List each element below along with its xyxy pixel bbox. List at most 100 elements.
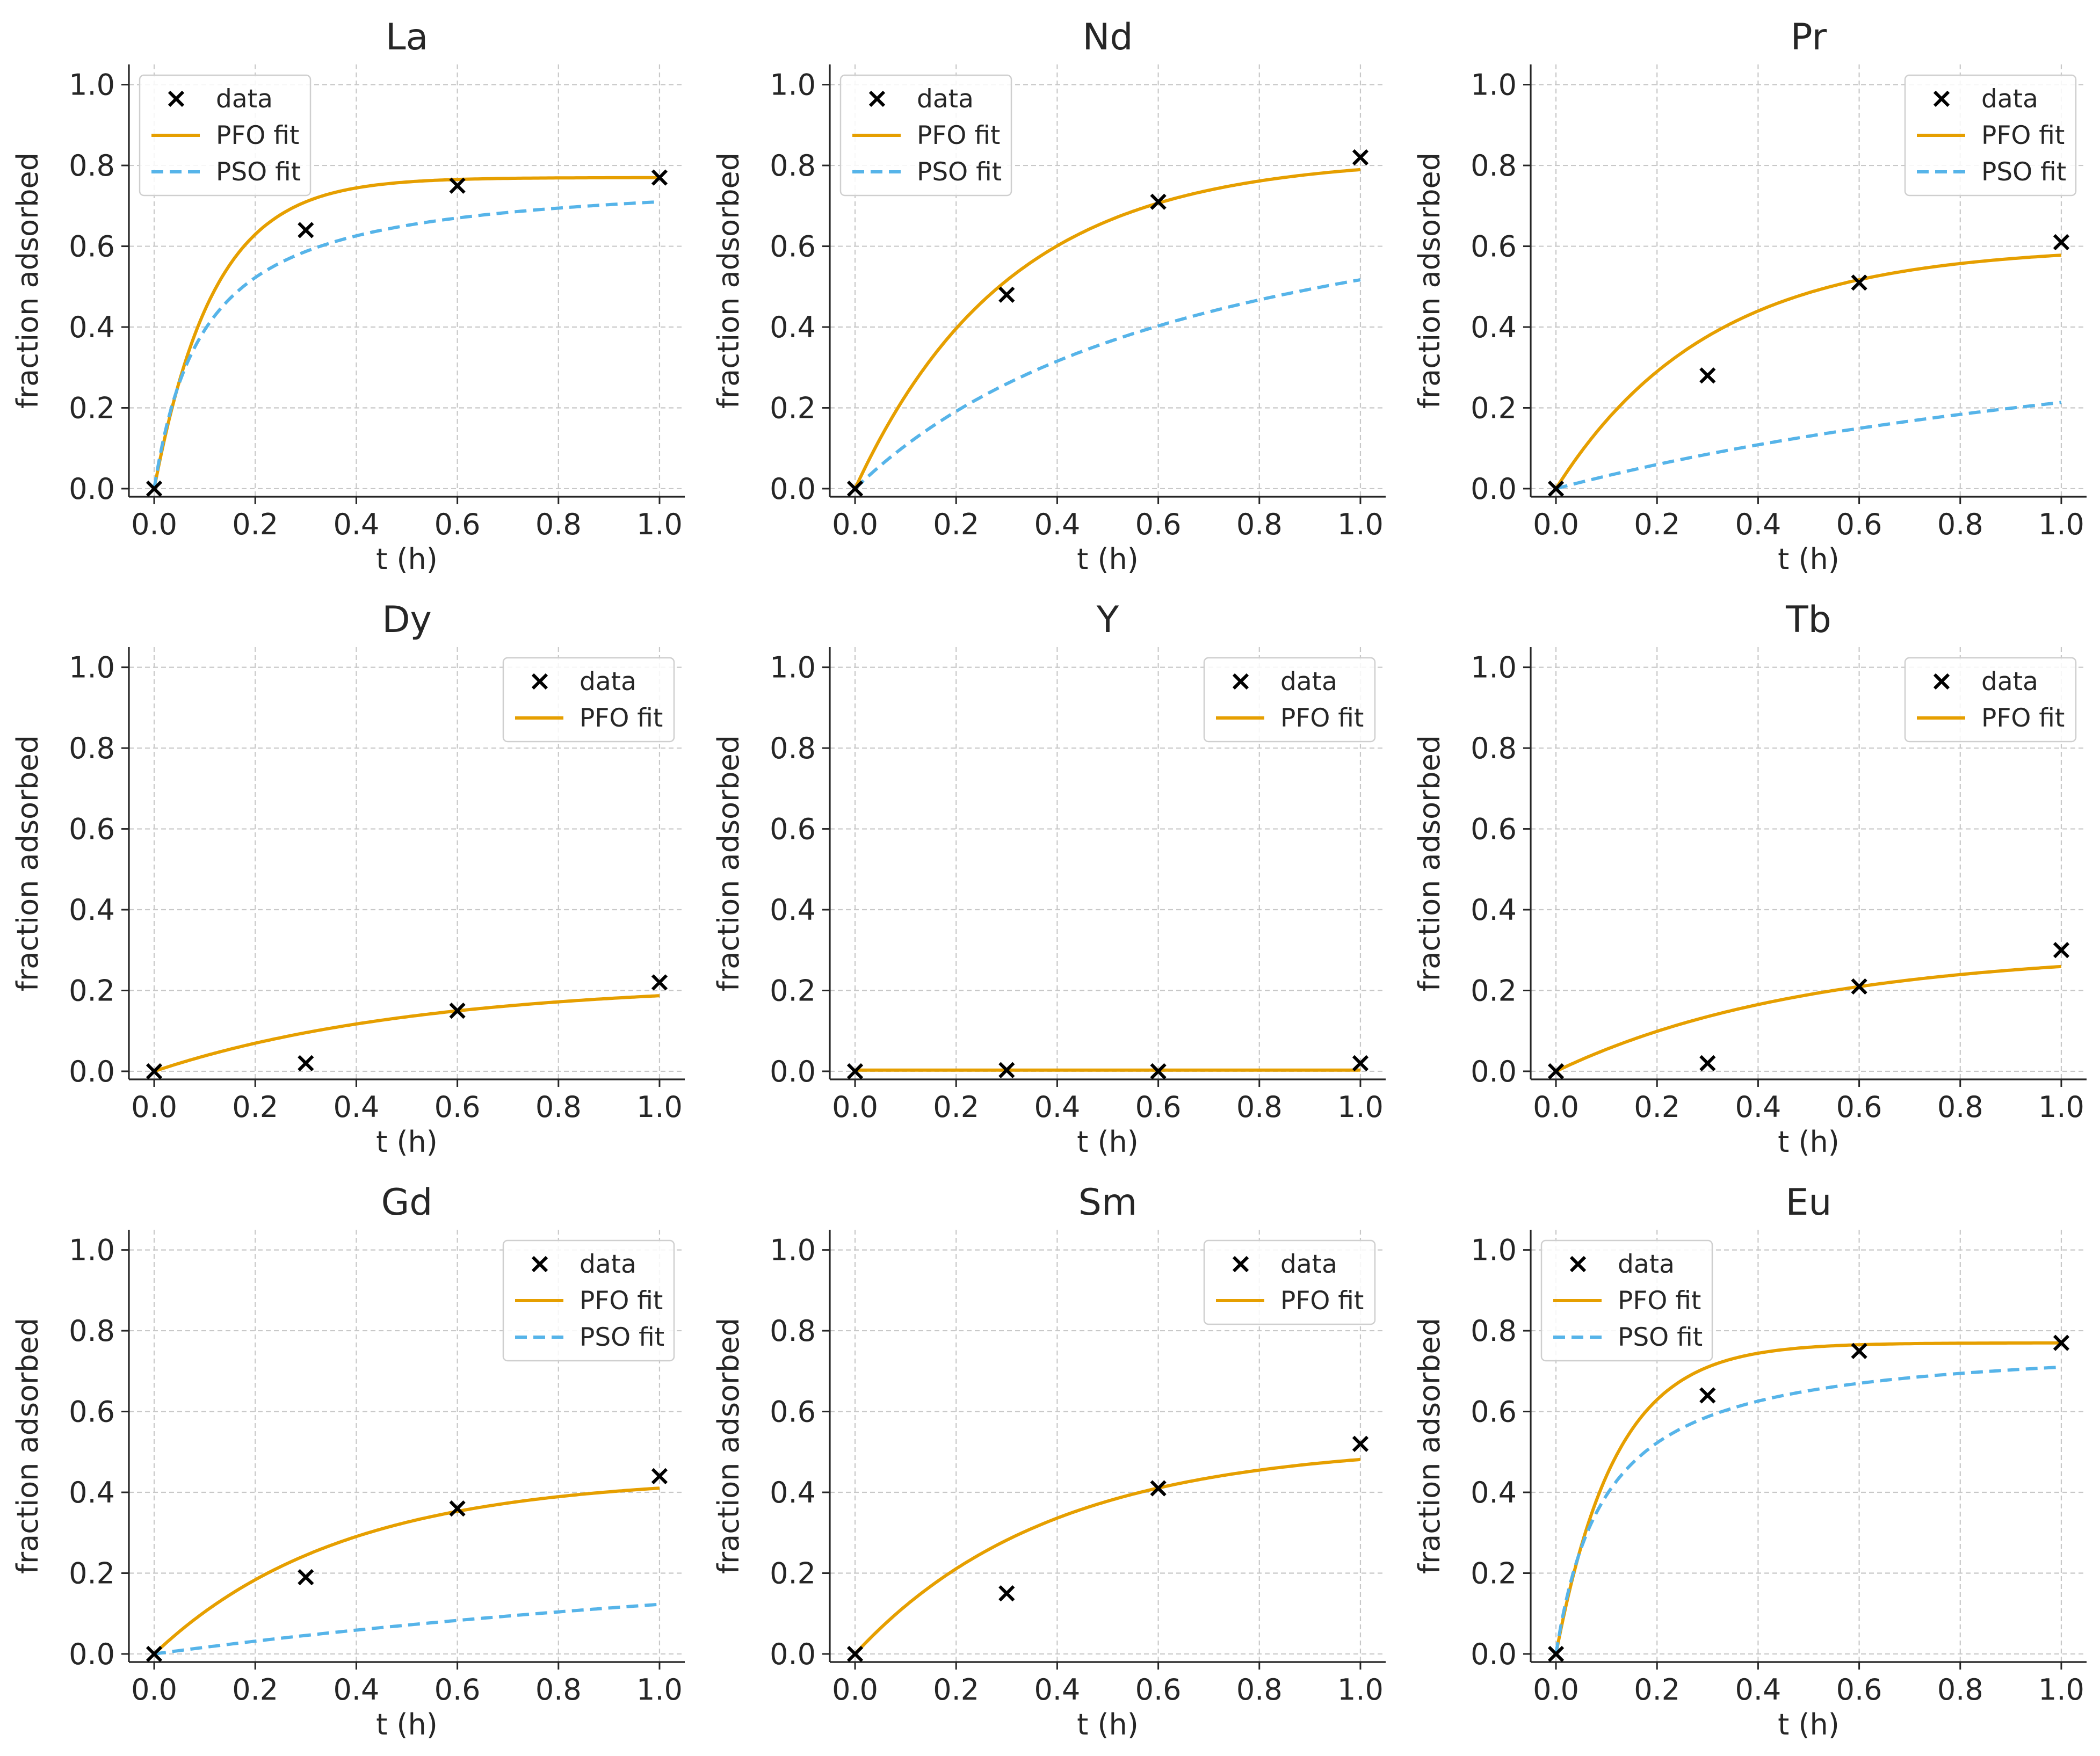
- y-tick-label: 0.0: [69, 1055, 115, 1089]
- y-tick-label: 0.2: [1471, 1556, 1517, 1590]
- legend-label: PFO fit: [1981, 703, 2065, 733]
- data-point: [1352, 1055, 1369, 1072]
- data-point: [449, 1002, 466, 1019]
- data-point: [1352, 149, 1369, 166]
- legend-item: data: [1933, 84, 2038, 114]
- legend-label: PFO fit: [216, 121, 299, 150]
- legend-item: PSO fit: [852, 157, 1002, 187]
- x-tick-label: 1.0: [636, 1090, 683, 1124]
- y-tick-label: 0.6: [1471, 1395, 1517, 1429]
- legend-item: PFO fit: [852, 121, 1000, 150]
- x-tick-label: 0.4: [1034, 1090, 1080, 1124]
- y-axis-label: fraction adsorbed: [1413, 153, 1446, 409]
- data-point: [1547, 1645, 1565, 1663]
- legend-item: PFO fit: [1216, 703, 1364, 733]
- legend-label: data: [1280, 667, 1337, 696]
- y-tick-label: 0.6: [69, 1395, 115, 1429]
- x-axis-label: t (h): [1778, 1708, 1840, 1742]
- data-point: [1150, 1063, 1167, 1080]
- data-point: [1699, 1055, 1716, 1072]
- legend-label: PSO fit: [917, 157, 1002, 187]
- legend-box: [502, 657, 675, 743]
- legend-item: data: [868, 84, 974, 114]
- y-axis-label: fraction adsorbed: [11, 1318, 45, 1574]
- legend-label: data: [917, 84, 974, 114]
- x-tick-label: 0.2: [232, 507, 278, 541]
- legend-box: [1203, 1239, 1376, 1325]
- legend: data PFO fit PSO fit: [502, 1239, 675, 1362]
- legend-item: PFO fit: [1917, 703, 2065, 733]
- y-tick-label: 0.4: [69, 310, 115, 344]
- panel-title: Eu: [1785, 1181, 1831, 1224]
- y-tick-label: 0.6: [770, 230, 816, 264]
- legend-label: PFO fit: [1280, 703, 1364, 733]
- x-tick-label: 0.4: [1034, 507, 1080, 541]
- x-tick-label: 1.0: [1337, 1673, 1384, 1707]
- panel-tb: 0.0 0.2 0.4 0.6 0.8 1.0 0.0 0.2 0.4 0.6 0.8 1.0 Tb t …: [1413, 599, 2087, 1159]
- x-tick-label: 1.0: [636, 507, 683, 541]
- legend: data PFO fit PSO fit: [139, 74, 312, 197]
- x-tick-label: 0.8: [1937, 507, 1983, 541]
- data-point: [1352, 1435, 1369, 1452]
- y-tick-label: 0.0: [1471, 1637, 1517, 1671]
- data-point: [2053, 942, 2070, 959]
- panel-title: La: [386, 16, 429, 59]
- pfo-fit-line: [853, 1457, 1361, 1656]
- x-tick-label: 1.0: [1337, 1090, 1384, 1124]
- x-tick-label: 1.0: [1337, 507, 1384, 541]
- legend-item: PFO fit: [1917, 121, 2065, 150]
- pfo-fit-line: [1555, 964, 2062, 1073]
- y-axis-label: fraction adsorbed: [712, 153, 745, 409]
- x-axis-label: t (h): [1077, 542, 1139, 576]
- pso-fit-line: [154, 1602, 660, 1656]
- data-point: [846, 480, 864, 497]
- data-point: [1699, 367, 1716, 384]
- data-point: [298, 1055, 314, 1072]
- pfo-fit-line: [1554, 253, 2062, 490]
- y-tick-label: 1.0: [69, 651, 115, 685]
- panel-title: Pr: [1791, 16, 1827, 59]
- legend: data PFO fit PSO fit: [1904, 74, 2077, 197]
- y-tick-label: 0.0: [1471, 1055, 1517, 1089]
- x-tick-label: 0.4: [333, 507, 379, 541]
- legend-item: data: [1933, 667, 2038, 696]
- panel-nd: 0.0 0.2 0.4 0.6 0.8 1.0 0.0 0.2 0.4 0.6 0.8 1.0 Nd t …: [712, 16, 1386, 576]
- panel-sm: 0.0 0.2 0.4 0.6 0.8 1.0 0.0 0.2 0.4 0.6 0.8 1.0 Sm t …: [712, 1181, 1386, 1742]
- data-point: [1547, 1063, 1565, 1080]
- legend-label: data: [1280, 1250, 1337, 1279]
- y-tick-label: 0.6: [69, 812, 115, 846]
- legend-label: data: [1981, 84, 2038, 114]
- x-tick-label: 0.2: [933, 1673, 979, 1707]
- panel-dy: 0.0 0.2 0.4 0.6 0.8 1.0 0.0 0.2 0.4 0.6 0.8 1.0 Dy t …: [11, 599, 685, 1159]
- y-tick-label: 0.4: [69, 893, 115, 927]
- data-point: [449, 177, 466, 194]
- pfo-fit-line: [153, 1486, 660, 1656]
- x-tick-label: 0.0: [131, 1090, 177, 1124]
- y-tick-label: 0.8: [69, 149, 115, 183]
- x-tick-label: 0.0: [131, 507, 177, 541]
- legend-item: data: [1569, 1250, 1675, 1279]
- gridlines: [129, 647, 685, 1079]
- legend-item: PSO fit: [515, 1323, 664, 1352]
- y-tick-label: 0.2: [770, 974, 816, 1007]
- x-tick-label: 0.6: [435, 1673, 481, 1707]
- pso-fit-line: [1554, 1365, 2062, 1655]
- y-tick-label: 0.0: [69, 472, 115, 506]
- pso-fit-line: [853, 278, 1361, 490]
- y-tick-label: 0.2: [69, 974, 115, 1007]
- panel-la: 0.0 0.2 0.4 0.6 0.8 1.0 0.0 0.2 0.4 0.6 0.8 1.0 La t …: [11, 16, 685, 576]
- legend-marker: [531, 673, 548, 690]
- panel-eu: 0.0 0.2 0.4 0.6 0.8 1.0 0.0 0.2 0.4 0.6 0.8 1.0 Eu t …: [1413, 1181, 2087, 1742]
- legend-marker: [1933, 673, 1950, 690]
- x-axis-label: t (h): [1778, 542, 1840, 576]
- x-tick-label: 0.6: [1836, 1090, 1882, 1124]
- pfo-fit-line: [153, 176, 660, 489]
- y-tick-label: 1.0: [1471, 68, 1517, 102]
- x-tick-label: 0.2: [1634, 1090, 1680, 1124]
- x-tick-label: 0.8: [1937, 1673, 1983, 1707]
- data-point: [998, 286, 1015, 303]
- data-point: [998, 1585, 1015, 1602]
- legend-marker: [868, 90, 886, 107]
- y-tick-label: 0.8: [770, 149, 816, 183]
- x-tick-label: 0.8: [535, 1673, 582, 1707]
